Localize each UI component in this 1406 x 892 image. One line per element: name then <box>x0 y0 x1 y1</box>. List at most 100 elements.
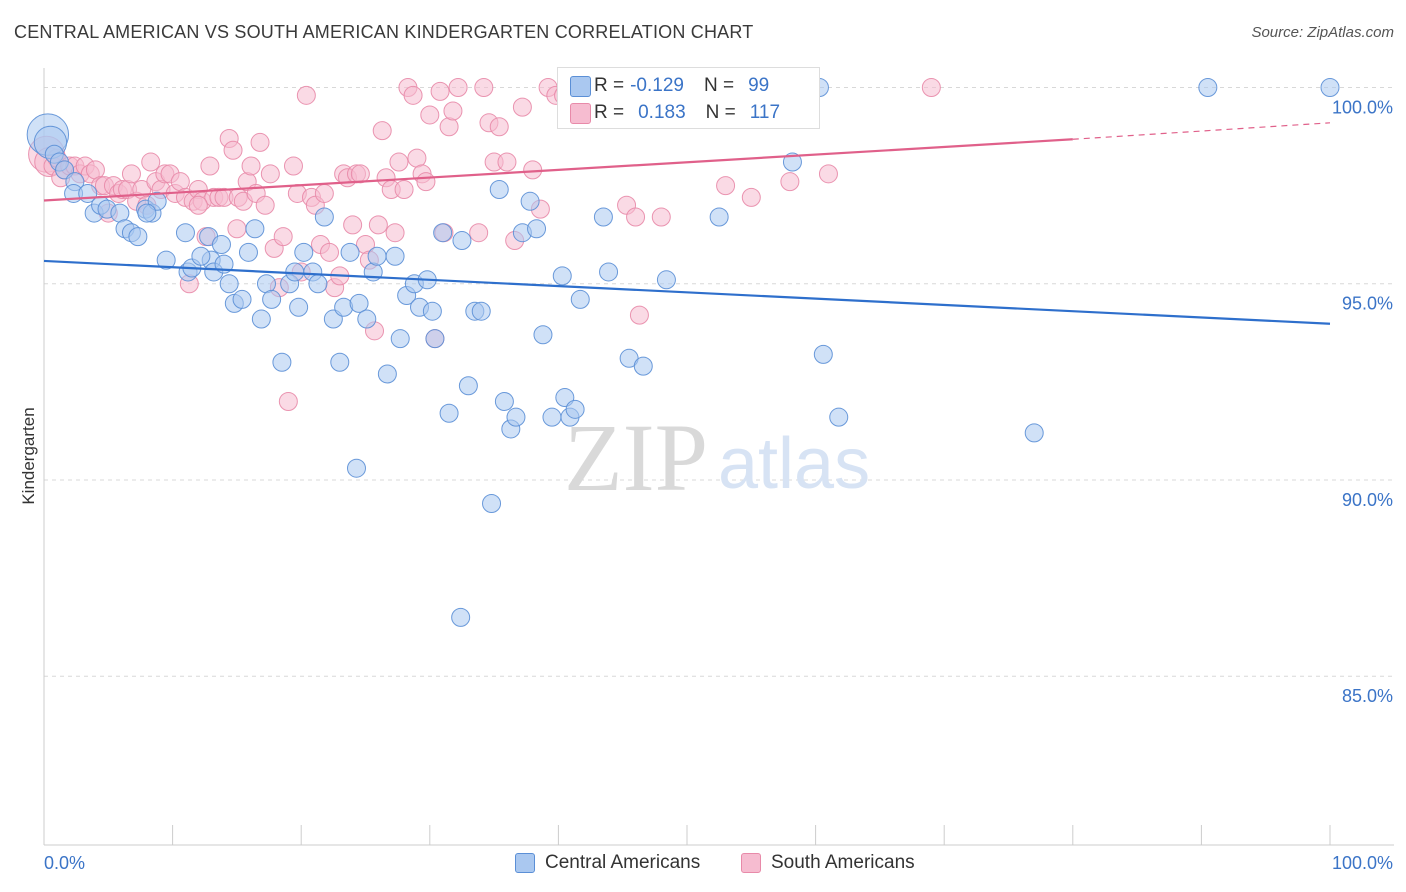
central-americans-point <box>533 325 553 345</box>
x-tick-label-right: 100.0% <box>1332 853 1393 873</box>
central-americans-point <box>633 356 653 376</box>
central-americans-point <box>340 242 360 262</box>
chart-title: CENTRAL AMERICAN VS SOUTH AMERICAN KINDE… <box>14 22 754 42</box>
central-americans-point <box>390 329 410 349</box>
central-americans-point <box>489 180 509 200</box>
south-americans-point <box>629 305 649 325</box>
south-americans-point <box>403 85 423 105</box>
central-americans-point <box>346 458 366 478</box>
central-americans-point <box>433 223 453 243</box>
tick-labels: 100.0% 95.0% 90.0% 85.0% 0.0% 100.0% <box>44 97 1393 873</box>
stats-box: R = -0.129 N = 99 R = 0.183 N = 117 <box>557 67 820 129</box>
central-americans-point <box>593 207 613 227</box>
south-americans-point <box>227 219 247 239</box>
south-americans-point <box>283 156 303 176</box>
axes <box>43 68 1394 846</box>
central-americans-point <box>349 293 369 313</box>
central-americans-point <box>175 223 195 243</box>
central-americans-point <box>813 344 833 364</box>
central-americans-point <box>506 407 526 427</box>
south-americans-trend-extension <box>1072 122 1331 140</box>
south-americans-point <box>489 117 509 137</box>
y-tick-label-1: 95.0% <box>1342 294 1393 314</box>
legend-south-americans[interactable]: South Americans <box>741 852 915 874</box>
legend-swatch-south <box>741 853 761 873</box>
central-americans-point <box>232 289 252 309</box>
central-americans-point <box>452 231 472 251</box>
y-tick-label-0: 100.0% <box>1332 97 1393 117</box>
central-americans-point <box>482 494 502 514</box>
central-americans-point <box>425 329 445 349</box>
legend-label-central: Central Americans <box>545 852 701 873</box>
central-americans-point <box>829 407 849 427</box>
stats-south-n-value: 117 <box>749 102 781 123</box>
central-americans-point <box>289 297 309 317</box>
central-americans-point <box>570 289 590 309</box>
central-americans-point <box>128 227 148 247</box>
trend-lines <box>43 122 1331 325</box>
south-americans-point <box>343 215 363 235</box>
south-americans-point <box>296 85 316 105</box>
watermark: ZIP atlas <box>564 404 870 511</box>
central-americans-point <box>156 250 176 270</box>
central-americans-point <box>357 309 377 329</box>
south-americans-point <box>273 227 293 247</box>
south-americans-point <box>141 152 161 172</box>
south-americans-point <box>372 121 392 141</box>
south-americans-point <box>469 223 489 243</box>
central-americans-point <box>330 352 350 372</box>
south-americans-point <box>523 160 543 180</box>
south-americans-trend-line <box>43 138 1073 202</box>
central-americans-point <box>451 607 471 627</box>
legend-label-south: South Americans <box>771 852 915 873</box>
south-americans-point <box>716 176 736 196</box>
stats-swatch-south <box>570 102 591 124</box>
stats-row-central: R = -0.129 N = 99 <box>570 74 770 98</box>
central-americans-point <box>552 266 572 286</box>
central-americans-point <box>245 219 265 239</box>
south-americans-point <box>448 77 468 97</box>
stats-south-n-label: N = <box>705 102 736 123</box>
stats-central-n-label: N = <box>703 75 735 96</box>
south-americans-point <box>420 105 440 125</box>
south-americans-point <box>368 215 388 235</box>
stats-central-r-label: R = <box>594 75 625 96</box>
central-americans-point <box>527 219 547 239</box>
south-americans-point <box>818 164 838 184</box>
central-americans-point <box>520 191 540 211</box>
south-americans-point <box>121 164 141 184</box>
central-americans-trend-line <box>43 259 1331 325</box>
central-americans-point <box>565 399 585 419</box>
central-americans-point <box>272 352 292 372</box>
central-americans-point <box>251 309 271 329</box>
central-americans-point <box>137 203 157 223</box>
legend-central-americans[interactable]: Central Americans <box>515 852 700 874</box>
central-americans-point <box>1320 77 1340 97</box>
south-americans-point <box>741 187 761 207</box>
central-americans-point <box>262 289 282 309</box>
central-americans-point <box>656 270 676 290</box>
stats-central-n-value: 99 <box>748 75 770 96</box>
central-americans-point <box>314 207 334 227</box>
central-americans-point <box>294 242 314 262</box>
watermark-atlas: atlas <box>718 424 870 504</box>
central-americans-point <box>238 242 258 262</box>
central-americans-point <box>494 391 514 411</box>
central-americans-point <box>377 364 397 384</box>
y-tick-label-3: 85.0% <box>1342 686 1393 706</box>
stats-row-south: R = 0.183 N = 117 <box>570 101 781 125</box>
south-americans-point <box>350 164 370 184</box>
south-americans-point <box>921 77 941 97</box>
south-americans-point <box>319 242 339 262</box>
central-americans-points <box>26 77 1340 627</box>
south-americans-point <box>241 156 261 176</box>
south-americans-point <box>416 172 436 192</box>
central-americans-point <box>1198 77 1218 97</box>
south-americans-point <box>260 164 280 184</box>
central-americans-point <box>1024 423 1044 443</box>
south-americans-point <box>389 152 409 172</box>
south-americans-point <box>443 101 463 121</box>
central-americans-point <box>308 274 328 294</box>
central-americans-point <box>367 246 387 266</box>
south-americans-point <box>314 183 334 203</box>
